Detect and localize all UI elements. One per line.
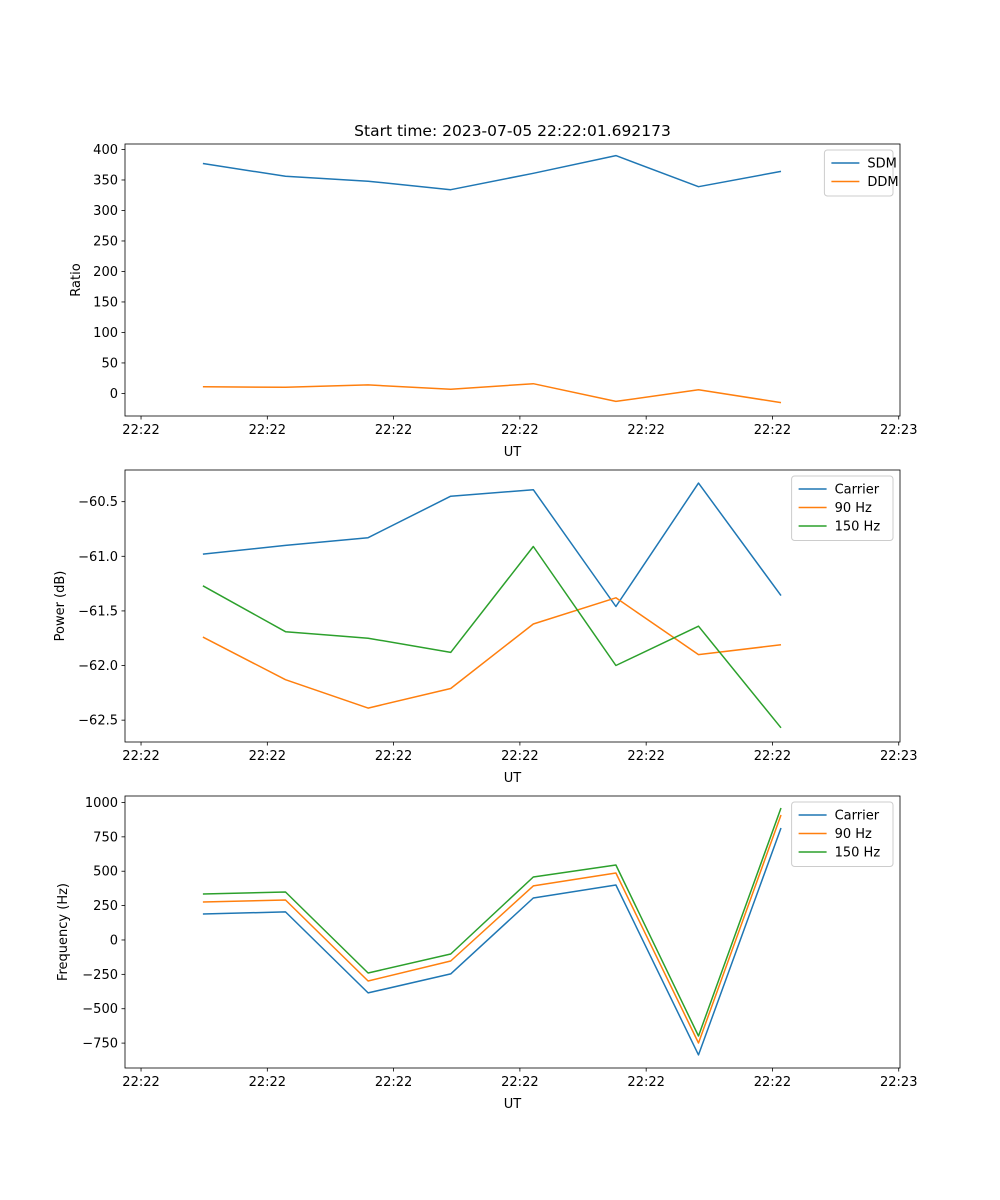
x-tick-label: 22:22 — [627, 423, 664, 438]
axes-frame — [124, 469, 901, 743]
y-tick-label: −250 — [82, 968, 118, 983]
y-axis-label: Power (dB) — [53, 571, 68, 642]
x-axis-label: UT — [504, 771, 522, 786]
x-tick-label: 22:23 — [880, 1075, 917, 1090]
y-tick-label: 250 — [93, 234, 118, 249]
x-axis-label: UT — [504, 445, 522, 460]
legend: Carrier 90 Hz 150 Hz — [791, 801, 894, 867]
legend-label: DDM — [867, 175, 898, 190]
legend: Carrier 90 Hz 150 Hz — [791, 475, 894, 541]
series-line-carrier — [202, 827, 782, 1056]
x-tick-label: 22:22 — [122, 423, 159, 438]
y-tick-label: −750 — [82, 1037, 118, 1052]
x-tick-label: 22:22 — [375, 1075, 412, 1090]
x-axis-label: UT — [504, 1097, 522, 1112]
x-tick-label: 22:22 — [501, 1075, 538, 1090]
y-tick-label: 300 — [93, 204, 118, 219]
x-tick-label: 22:22 — [754, 423, 791, 438]
y-tick-label: −61.5 — [78, 604, 118, 619]
x-tick-label: 22:22 — [375, 423, 412, 438]
subplot-3: 22:22 22:22 22:22 22:22 22:22 22:22 22:23 1000 7… — [56, 795, 917, 1112]
y-tick-label: −62.5 — [78, 714, 118, 729]
y-tick-label: 350 — [93, 173, 118, 188]
y-tick-label: 150 — [93, 295, 118, 310]
series-line-ddm — [202, 382, 782, 404]
series-line-sdm — [202, 154, 782, 191]
y-tick-label: 400 — [93, 143, 118, 158]
axes-frame — [124, 795, 901, 1069]
y-tick-label: 500 — [93, 865, 118, 880]
legend-label: 90 Hz — [835, 501, 872, 516]
legend-box — [791, 801, 894, 867]
x-tick-label: 22:23 — [880, 749, 917, 764]
x-tick-label: 22:22 — [375, 749, 412, 764]
legend-box — [791, 475, 894, 541]
x-tick-label: 22:22 — [122, 749, 159, 764]
y-tick-label: 100 — [93, 326, 118, 341]
y-tick-label: −61.0 — [78, 550, 118, 565]
axes-frame — [124, 143, 901, 417]
x-tick-label: 22:22 — [122, 1075, 159, 1090]
x-tick-label: 22:22 — [754, 749, 791, 764]
x-tick-label: 22:22 — [249, 1075, 286, 1090]
legend-label: 90 Hz — [835, 827, 872, 842]
series-line-150-hz — [202, 545, 782, 729]
y-tick-label: 250 — [93, 899, 118, 914]
series-line-150-hz — [202, 807, 782, 1037]
y-axis-label: Ratio — [69, 263, 84, 296]
x-tick-label: 22:23 — [880, 423, 917, 438]
y-tick-label: −62.0 — [78, 659, 118, 674]
series-line-90-hz — [202, 814, 782, 1044]
legend-label: Carrier — [835, 809, 880, 824]
subplot-1: 22:22 22:22 22:22 22:22 22:22 22:22 22:23 0 50 10… — [69, 122, 917, 460]
y-tick-label: 50 — [101, 356, 118, 371]
y-tick-label: 1000 — [85, 796, 118, 811]
legend-label: 150 Hz — [835, 520, 881, 535]
legend-box — [823, 149, 894, 197]
y-tick-label: 750 — [93, 830, 118, 845]
series-line-90-hz — [202, 597, 782, 709]
y-tick-label: 200 — [93, 265, 118, 280]
x-tick-label: 22:22 — [501, 749, 538, 764]
x-tick-label: 22:22 — [627, 1075, 664, 1090]
legend-label: Carrier — [835, 483, 880, 498]
x-tick-label: 22:22 — [501, 423, 538, 438]
y-tick-label: −60.5 — [78, 495, 118, 510]
y-tick-label: 0 — [110, 933, 118, 948]
legend: SDM DDM — [823, 149, 899, 197]
x-tick-label: 22:22 — [249, 423, 286, 438]
y-tick-label: 0 — [110, 387, 118, 402]
legend-label: 150 Hz — [835, 846, 881, 861]
x-tick-label: 22:22 — [249, 749, 286, 764]
legend-label: SDM — [867, 157, 896, 172]
chart-title: Start time: 2023-07-05 22:22:01.692173 — [354, 122, 671, 140]
series-line-carrier — [202, 482, 782, 608]
x-tick-label: 22:22 — [627, 749, 664, 764]
x-tick-label: 22:22 — [754, 1075, 791, 1090]
subplot-2: 22:22 22:22 22:22 22:22 22:22 22:22 22:23 −60.5… — [53, 469, 917, 786]
y-axis-label: Frequency (Hz) — [56, 883, 71, 981]
y-tick-label: −500 — [82, 1002, 118, 1017]
